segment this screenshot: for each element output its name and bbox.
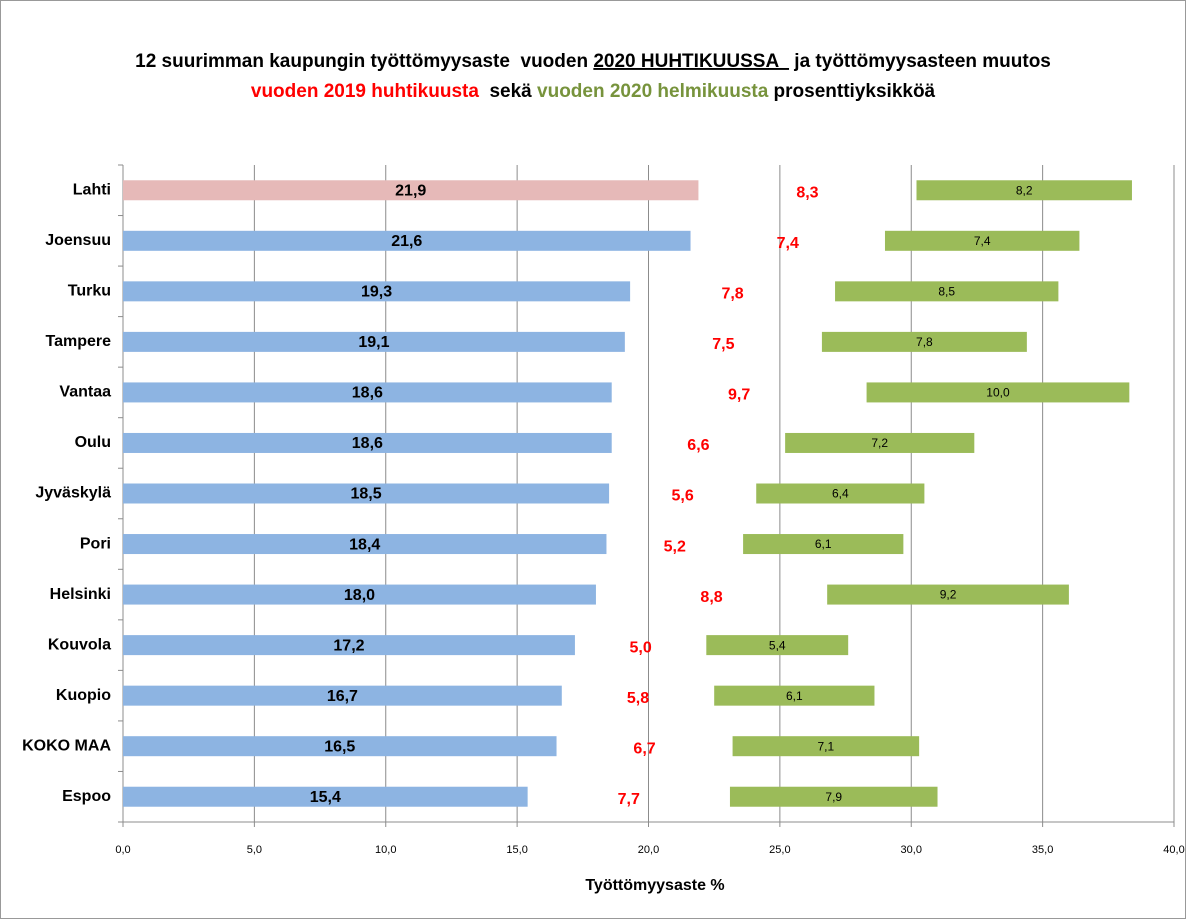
data-label: 17,2 (333, 637, 364, 654)
y-tick-label: Vantaa (59, 384, 111, 401)
title-part: prosenttiyksikköä (768, 81, 935, 102)
data-label: 18,6 (352, 385, 383, 402)
bar-segment (123, 685, 562, 706)
data-label: 9,2 (940, 588, 957, 602)
x-tick-label: 0,0 (115, 844, 130, 856)
data-label: 16,7 (327, 688, 358, 705)
data-label: 7,1 (818, 739, 835, 753)
data-label: 8,2 (1016, 183, 1033, 197)
y-tick-label: Helsinki (50, 586, 111, 603)
data-label: 7,4 (974, 234, 991, 248)
title-part: vuoden 2019 huhtikuusta (251, 81, 484, 102)
y-tick-label: Pori (80, 535, 111, 552)
title-part: sekä (484, 81, 537, 102)
bar-segment (714, 685, 875, 706)
data-label: 7,4 (777, 235, 799, 252)
bar-segment (123, 736, 557, 757)
data-label: 8,3 (796, 184, 818, 201)
data-label: 19,1 (358, 334, 389, 351)
x-tick-label: 25,0 (769, 844, 790, 856)
title-part: vuoden 2020 helmikuusta (537, 81, 769, 102)
bar-segment (729, 786, 938, 807)
y-tick-label: Turku (68, 283, 111, 300)
data-label: 6,6 (687, 437, 709, 454)
x-tick-label: 30,0 (901, 844, 922, 856)
bar-segment (123, 180, 699, 201)
chart-title: vuoden 2019 huhtikuusta sekä vuoden 2020… (251, 81, 936, 102)
data-label: 18,5 (350, 486, 381, 503)
data-label: 18,4 (349, 536, 380, 553)
bar-segment (835, 281, 1059, 302)
data-label: 5,6 (672, 488, 694, 505)
data-label: 21,9 (395, 182, 426, 199)
bar-segment (123, 281, 631, 302)
bar-segment (732, 736, 920, 757)
data-label: 7,5 (712, 336, 734, 353)
data-label: 9,7 (728, 387, 750, 404)
data-label: 18,6 (352, 435, 383, 452)
y-tick-label: Kouvola (48, 636, 111, 653)
y-tick-label: Espoo (62, 788, 111, 805)
data-label: 7,9 (825, 790, 842, 804)
x-axis-label: Työttömyysaste % (585, 877, 724, 894)
bar-segment (743, 534, 904, 555)
bar-segment (821, 331, 1027, 352)
data-label: 6,4 (832, 487, 849, 501)
data-label: 8,8 (700, 589, 722, 606)
title-part: 12 suurimman kaupungin työttömyysaste vu… (135, 51, 593, 72)
data-label: 5,0 (629, 639, 651, 656)
bar-segment (123, 786, 528, 807)
title-part: ja työttömyysasteen muutos (789, 51, 1051, 72)
bar-segment (123, 230, 691, 251)
y-tick-label: Kuopio (56, 687, 111, 704)
data-label: 5,8 (627, 690, 649, 707)
y-tick-label: Oulu (75, 434, 111, 451)
bar-segment (123, 483, 610, 504)
data-label: 6,1 (786, 689, 803, 703)
y-tick-label: Jyväskylä (35, 485, 111, 502)
data-label: 7,7 (618, 791, 640, 808)
y-tick-label: Lahti (73, 181, 111, 198)
bar-segment (827, 584, 1069, 605)
bar-segment (866, 382, 1130, 403)
bar-segment (884, 230, 1080, 251)
y-tick-label: KOKO MAA (22, 737, 111, 754)
bar-segment (706, 635, 849, 656)
data-label: 15,4 (310, 789, 341, 806)
x-tick-label: 10,0 (375, 844, 396, 856)
data-label: 5,4 (769, 638, 786, 652)
bar-segment (123, 635, 575, 656)
x-tick-label: 20,0 (638, 844, 659, 856)
x-tick-label: 5,0 (247, 844, 262, 856)
data-label: 10,0 (986, 386, 1010, 400)
x-tick-label: 35,0 (1032, 844, 1053, 856)
bar-segment (123, 382, 612, 403)
data-label: 7,2 (871, 436, 888, 450)
chart-title: 12 suurimman kaupungin työttömyysaste vu… (135, 51, 1051, 72)
bar-segment (785, 432, 975, 453)
data-label: 21,6 (391, 233, 422, 250)
bar-segment (756, 483, 925, 504)
y-tick-label: Joensuu (45, 232, 111, 249)
data-label: 7,8 (916, 335, 933, 349)
bar-segment (123, 534, 607, 555)
data-label: 19,3 (361, 284, 392, 301)
title-part: 2020 HUHTIKUUSSA (593, 51, 789, 72)
bar-segment (123, 331, 625, 352)
bar-segment (916, 180, 1132, 201)
bar-segment (123, 584, 596, 605)
y-tick-label: Tampere (45, 333, 111, 350)
data-label: 16,5 (324, 738, 355, 755)
data-label: 6,1 (815, 537, 832, 551)
x-tick-label: 40,0 (1163, 844, 1184, 856)
data-label: 7,8 (721, 286, 743, 303)
x-tick-label: 15,0 (506, 844, 527, 856)
data-label: 18,0 (344, 587, 375, 604)
data-label: 5,2 (664, 538, 686, 555)
data-label: 8,5 (938, 285, 955, 299)
data-label: 6,7 (633, 740, 655, 757)
bar-segment (123, 432, 612, 453)
